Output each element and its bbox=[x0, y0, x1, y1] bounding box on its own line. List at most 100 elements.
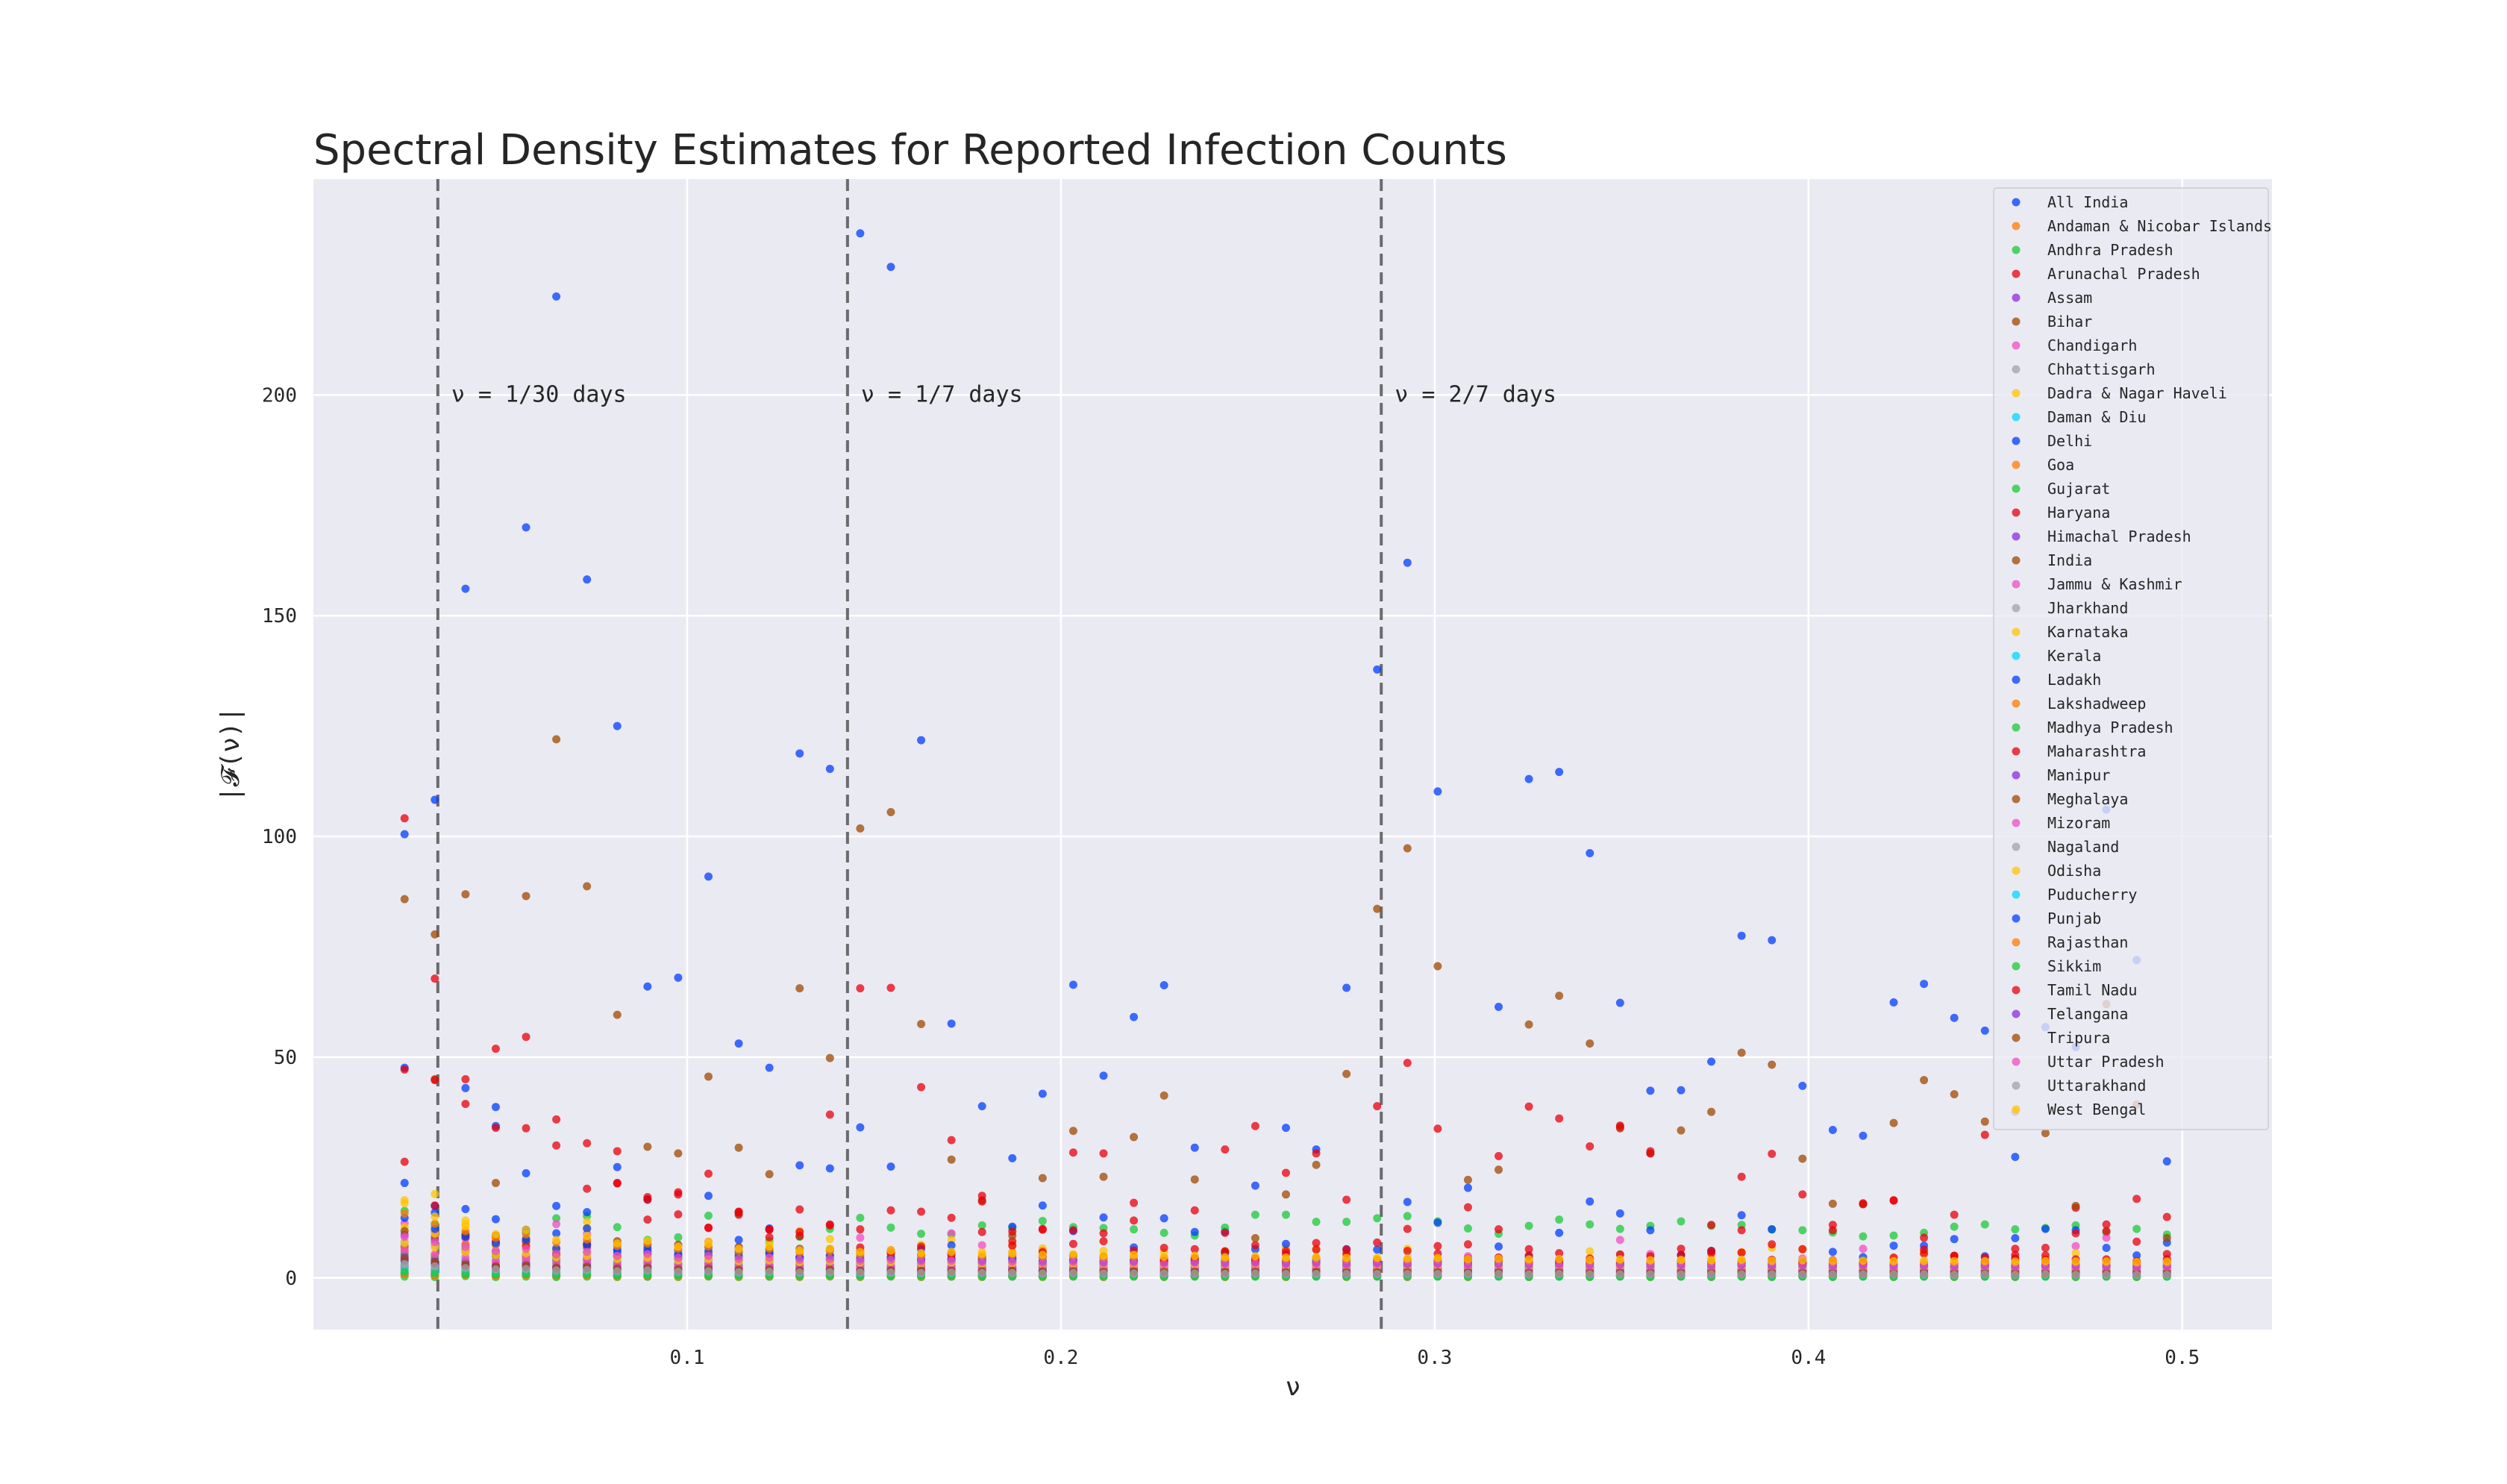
y-tick-label: 0 bbox=[285, 1268, 297, 1290]
data-point bbox=[704, 1239, 713, 1248]
data-point bbox=[1099, 1172, 1108, 1181]
data-point bbox=[2132, 1237, 2141, 1246]
data-point bbox=[825, 1235, 834, 1244]
data-point bbox=[461, 1074, 470, 1083]
data-point bbox=[1798, 1154, 1807, 1163]
legend-marker bbox=[2012, 365, 2021, 374]
legend-label: Andhra Pradesh bbox=[2047, 241, 2173, 259]
data-point bbox=[886, 1223, 895, 1232]
legend-label: Chandigarh bbox=[2047, 336, 2137, 354]
data-point bbox=[522, 1033, 530, 1042]
data-point bbox=[1677, 1086, 1686, 1095]
data-point bbox=[917, 1257, 926, 1266]
data-point bbox=[1737, 931, 1746, 940]
data-point bbox=[2011, 1245, 2020, 1253]
data-point bbox=[1403, 1269, 1412, 1278]
data-point bbox=[583, 1265, 592, 1274]
data-point bbox=[1828, 1126, 1837, 1135]
data-point bbox=[583, 1218, 592, 1227]
data-point bbox=[977, 1241, 986, 1250]
data-point bbox=[1463, 1183, 1472, 1192]
data-point bbox=[886, 1246, 895, 1255]
data-point bbox=[613, 1267, 622, 1276]
data-point bbox=[522, 523, 530, 532]
data-point bbox=[613, 1162, 622, 1171]
data-point bbox=[491, 1230, 500, 1239]
data-point bbox=[1433, 1253, 1442, 1262]
data-point bbox=[1980, 1256, 1989, 1265]
data-point bbox=[2071, 1249, 2080, 1258]
data-point bbox=[674, 1233, 683, 1242]
data-point bbox=[917, 736, 926, 745]
data-point bbox=[2162, 1250, 2171, 1259]
data-point bbox=[1221, 1247, 1230, 1256]
data-point bbox=[977, 1227, 986, 1236]
legend-marker bbox=[2012, 317, 2021, 326]
data-point bbox=[1099, 1269, 1108, 1278]
data-point bbox=[1950, 1222, 1959, 1231]
data-point bbox=[1403, 1260, 1412, 1269]
data-point bbox=[400, 830, 409, 839]
data-point bbox=[1342, 1260, 1351, 1269]
legend-marker bbox=[2012, 914, 2021, 923]
data-point bbox=[1342, 1269, 1351, 1278]
data-point bbox=[1221, 1259, 1230, 1268]
data-point bbox=[1281, 1259, 1290, 1268]
legend-marker bbox=[2012, 293, 2021, 302]
data-point bbox=[1463, 1269, 1472, 1278]
data-point bbox=[552, 1250, 561, 1259]
data-point bbox=[1159, 1269, 1168, 1278]
data-point bbox=[2071, 1242, 2080, 1250]
data-point bbox=[1251, 1181, 1259, 1190]
data-point bbox=[1707, 1256, 1716, 1265]
data-point bbox=[674, 1190, 683, 1199]
data-point bbox=[1251, 1259, 1259, 1268]
series-points bbox=[400, 814, 2171, 1259]
data-point bbox=[1495, 1269, 1503, 1278]
data-point bbox=[1159, 1259, 1168, 1268]
data-point bbox=[431, 1262, 439, 1271]
data-point bbox=[856, 984, 865, 993]
data-point bbox=[431, 1076, 439, 1085]
data-point bbox=[552, 1141, 561, 1150]
x-tick-label: 0.5 bbox=[2165, 1347, 2200, 1369]
data-point bbox=[947, 1256, 956, 1265]
data-point bbox=[1920, 980, 1929, 989]
legend-marker bbox=[2012, 580, 2021, 589]
data-point bbox=[1221, 1269, 1230, 1278]
data-point bbox=[1586, 1197, 1594, 1206]
legend-marker bbox=[2012, 842, 2021, 851]
data-point bbox=[1373, 1102, 1382, 1111]
data-point bbox=[1555, 1249, 1564, 1258]
data-point bbox=[1646, 1256, 1655, 1265]
data-point bbox=[1555, 1254, 1564, 1263]
data-point bbox=[400, 895, 409, 904]
legend-label: Goa bbox=[2047, 456, 2074, 474]
data-point bbox=[2041, 1129, 2050, 1138]
data-point bbox=[825, 1245, 834, 1253]
legend-label: Tripura bbox=[2047, 1029, 2110, 1047]
data-point bbox=[1707, 1221, 1716, 1230]
data-point bbox=[1737, 1270, 1746, 1279]
x-tick-label: 0.2 bbox=[1043, 1347, 1078, 1369]
data-point bbox=[1342, 1195, 1351, 1204]
legend-label: Ladakh bbox=[2047, 671, 2101, 689]
data-point bbox=[1130, 1269, 1139, 1278]
data-point bbox=[1707, 1270, 1716, 1279]
legend-marker bbox=[2012, 269, 2021, 278]
data-point bbox=[1038, 1224, 1047, 1233]
data-point bbox=[1980, 1220, 1989, 1229]
data-point bbox=[1495, 1254, 1503, 1263]
data-point bbox=[2011, 1250, 2020, 1259]
data-point bbox=[1038, 1250, 1047, 1259]
data-point bbox=[856, 229, 865, 238]
data-point bbox=[704, 1169, 713, 1178]
data-point bbox=[1889, 1270, 1898, 1279]
data-point bbox=[1068, 1148, 1077, 1157]
data-point bbox=[1859, 1270, 1868, 1279]
data-point bbox=[674, 1253, 683, 1262]
data-point bbox=[552, 1244, 561, 1253]
data-point bbox=[2071, 1201, 2080, 1210]
data-point bbox=[1859, 1199, 1868, 1208]
